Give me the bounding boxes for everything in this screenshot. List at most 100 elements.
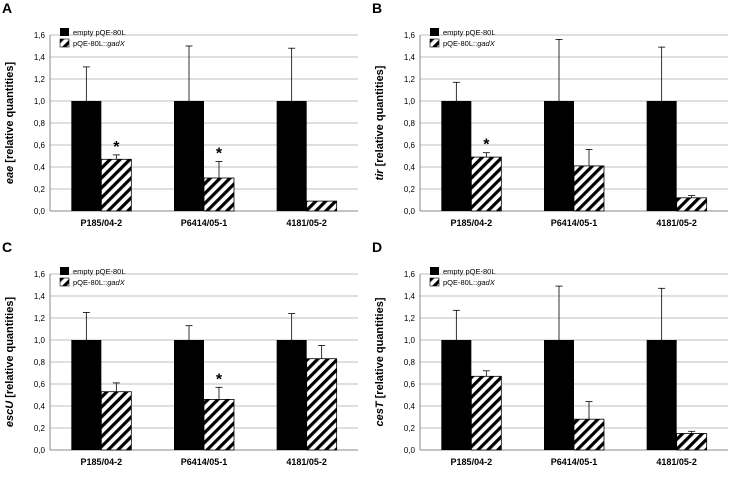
x-category-label: 4181/05-2	[656, 457, 697, 467]
x-category-label: P185/04-2	[81, 457, 123, 467]
legend-label-empty: empty pQE-80L	[443, 267, 496, 276]
y-tick-label: 1,0	[404, 336, 416, 345]
legend-label-gadx-gene: gadX	[107, 278, 126, 287]
y-tick-label: 0,4	[34, 402, 46, 411]
y-axis-label-units: [relative quantities]	[374, 65, 386, 169]
bar-pqe80l-gadx	[573, 165, 605, 212]
y-tick-label: 0,4	[404, 163, 416, 172]
y-axis-label-gene: tir	[374, 169, 386, 181]
y-axis-label: tir [relative quantities]	[374, 65, 386, 180]
x-category-label: P6414/05-1	[551, 457, 598, 467]
bar-pqe80l-gadx	[573, 418, 605, 451]
y-tick-label: 0,6	[34, 380, 46, 389]
y-tick-label: 0,2	[34, 185, 46, 194]
legend-swatch-empty	[60, 267, 69, 275]
bar-empty-pqe80l	[71, 340, 102, 450]
legend-swatch-gadx	[59, 38, 70, 48]
y-axis-label-gene: eae	[4, 166, 16, 184]
bar-pqe80l-gadx	[203, 177, 235, 212]
significance-asterisk: *	[216, 371, 223, 388]
significance-asterisk: *	[113, 139, 120, 156]
bar-empty-pqe80l	[646, 101, 677, 211]
panel-letter: D	[372, 239, 383, 255]
bar-pqe80l-gadx	[100, 391, 132, 451]
legend-label-gadx-gene: gadX	[477, 39, 496, 48]
y-tick-label: 0,2	[34, 424, 46, 433]
significance-asterisk: *	[483, 137, 490, 154]
x-category-label: P185/04-2	[81, 218, 123, 228]
y-axis-label-gene: escU	[4, 400, 16, 427]
bar-pqe80l-gadx	[203, 398, 235, 451]
y-tick-label: 0,8	[34, 358, 46, 367]
bar-empty-pqe80l	[544, 340, 574, 450]
y-tick-label: 1,4	[404, 292, 416, 301]
chart-d: 0,0 0,2 0,4 0,6 0,8 1,0 1,2 1,4 1,6 cesT [relativ…	[374, 267, 728, 467]
chart-b: 0,0 0,2 0,4 0,6 0,8 1,0 1,2 1,4 1,6 tir [relative…	[374, 28, 728, 228]
x-category-label: P6414/05-1	[551, 218, 598, 228]
bar-empty-pqe80l	[174, 101, 204, 211]
y-axis-label-units: [relative quantities]	[4, 297, 16, 401]
bar-pqe80l-gadx	[100, 158, 132, 212]
x-category-label: 4181/05-2	[656, 218, 697, 228]
significance-asterisk: *	[216, 146, 223, 163]
x-category-label: P6414/05-1	[181, 457, 228, 467]
y-tick-label: 1,6	[34, 270, 46, 279]
y-tick-label: 0,4	[34, 163, 46, 172]
bar-pqe80l-gadx	[470, 375, 502, 451]
y-tick-label: 1,2	[404, 314, 416, 323]
y-tick-label: 1,2	[34, 75, 46, 84]
y-tick-label: 1,2	[404, 75, 416, 84]
bar-empty-pqe80l	[544, 101, 574, 211]
legend-label-empty: empty pQE-80L	[73, 267, 126, 276]
legend-label-gadx-prefix: pQE-80L::	[73, 278, 107, 287]
bar-empty-pqe80l	[276, 340, 307, 450]
y-tick-label: 1,4	[34, 53, 46, 62]
panel-a: A 0,0 0,2 0,4 0,6 0,8 1,0 1,2 1,4 1,6 eae [relati…	[0, 0, 370, 239]
legend-label-gadx: pQE-80L::gadX	[443, 278, 496, 287]
y-tick-label: 1,0	[34, 97, 46, 106]
bar-pqe80l-gadx	[676, 433, 708, 451]
legend-label-gadx-prefix: pQE-80L::	[443, 278, 477, 287]
y-tick-label: 1,6	[34, 31, 46, 40]
legend-label-gadx-gene: gadX	[107, 39, 126, 48]
y-axis-label: eae [relative quantities]	[4, 62, 16, 185]
y-tick-label: 1,2	[34, 314, 46, 323]
y-tick-label: 1,0	[404, 97, 416, 106]
legend-swatch-empty	[430, 28, 439, 36]
y-tick-label: 0,8	[404, 119, 416, 128]
panel-letter: B	[372, 0, 383, 16]
y-axis-label-gene: cesT	[374, 400, 386, 426]
y-axis-label: cesT [relative quantities]	[374, 297, 386, 426]
y-tick-label: 1,6	[404, 31, 416, 40]
legend-label-gadx-prefix: pQE-80L::	[443, 39, 477, 48]
y-tick-label: 0,0	[34, 207, 46, 216]
y-tick-label: 0,2	[404, 185, 416, 194]
bar-empty-pqe80l	[441, 101, 472, 211]
panel-c: C 0,0 0,2 0,4 0,6 0,8 1,0 1,2 1,4 1,6 escU [relat…	[0, 239, 370, 478]
bar-pqe80l-gadx	[306, 200, 338, 212]
chart-c: 0,0 0,2 0,4 0,6 0,8 1,0 1,2 1,4 1,6 escU [relativ…	[4, 267, 358, 467]
bar-pqe80l-gadx	[470, 156, 502, 212]
legend-label-empty: empty pQE-80L	[73, 28, 126, 37]
y-axis-label-units: [relative quantities]	[4, 62, 16, 166]
panel-letter: C	[2, 239, 13, 255]
legend-swatch-gadx	[429, 38, 440, 48]
x-category-label: 4181/05-2	[286, 457, 327, 467]
y-tick-label: 0,2	[404, 424, 416, 433]
legend-swatch-empty	[430, 267, 439, 275]
chart-a: 0,0 0,2 0,4 0,6 0,8 1,0 1,2 1,4 1,6 eae [relative…	[4, 28, 358, 228]
legend-label-gadx: pQE-80L::gadX	[73, 39, 126, 48]
x-category-label: P6414/05-1	[181, 218, 228, 228]
y-tick-label: 1,4	[404, 53, 416, 62]
y-tick-label: 0,6	[404, 141, 416, 150]
x-category-label: P185/04-2	[451, 457, 493, 467]
bar-empty-pqe80l	[71, 101, 102, 211]
y-tick-label: 0,0	[404, 207, 416, 216]
bar-empty-pqe80l	[276, 101, 307, 211]
y-tick-label: 0,0	[404, 446, 416, 455]
legend-label-gadx: pQE-80L::gadX	[443, 39, 496, 48]
y-tick-label: 1,4	[34, 292, 46, 301]
y-axis-label: escU [relative quantities]	[4, 297, 16, 428]
y-tick-label: 0,8	[34, 119, 46, 128]
legend-swatch-gadx	[59, 277, 70, 287]
